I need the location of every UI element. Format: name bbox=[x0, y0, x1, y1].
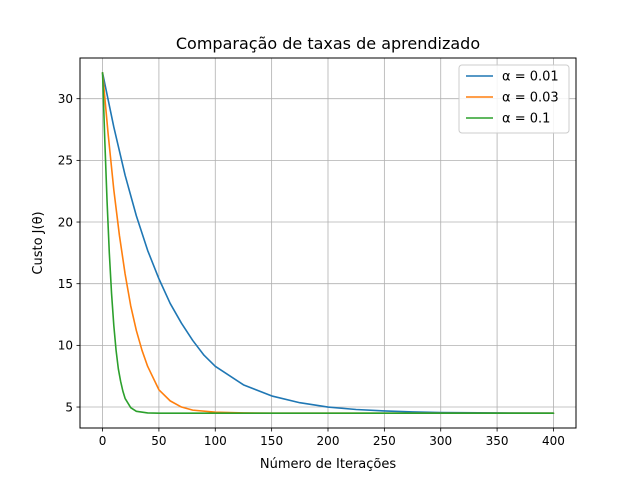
x-tick-label: 0 bbox=[99, 434, 107, 448]
x-tick-label: 200 bbox=[317, 434, 340, 448]
y-axis-label: Custo J(θ) bbox=[31, 211, 46, 274]
y-tick-label: 25 bbox=[58, 154, 73, 168]
x-tick-label: 50 bbox=[151, 434, 166, 448]
x-tick-label: 100 bbox=[204, 434, 227, 448]
x-axis-label: Número de Iterações bbox=[260, 457, 396, 472]
x-tick-label: 350 bbox=[486, 434, 509, 448]
grid-lines bbox=[80, 58, 576, 428]
x-tick-label: 250 bbox=[373, 434, 396, 448]
legend: α = 0.01 α = 0.03 α = 0.1 bbox=[458, 64, 570, 134]
y-tick-label: 20 bbox=[58, 215, 73, 229]
legend-box bbox=[458, 64, 570, 134]
series-lines bbox=[101, 72, 555, 415]
y-tick-label: 30 bbox=[58, 92, 73, 106]
y-tick-label: 15 bbox=[58, 277, 73, 291]
x-tick-label: 300 bbox=[429, 434, 452, 448]
x-tick-label: 150 bbox=[260, 434, 283, 448]
axis-ticks: 0 50 100 150 200 250 300 350 400 5 10 15 20 25 30 bbox=[58, 92, 565, 448]
y-tick-label: 10 bbox=[58, 339, 73, 353]
series-line-3 bbox=[101, 72, 555, 415]
x-tick-label: 400 bbox=[542, 434, 565, 448]
legend-label-2: α = 0.03 bbox=[502, 91, 559, 106]
legend-label-3: α = 0.1 bbox=[502, 112, 550, 127]
legend-label-1: α = 0.01 bbox=[502, 70, 559, 85]
series-line-1 bbox=[101, 72, 555, 415]
y-tick-label: 5 bbox=[65, 400, 73, 414]
chart-title: Comparação de taxas de aprendizado bbox=[176, 34, 480, 53]
